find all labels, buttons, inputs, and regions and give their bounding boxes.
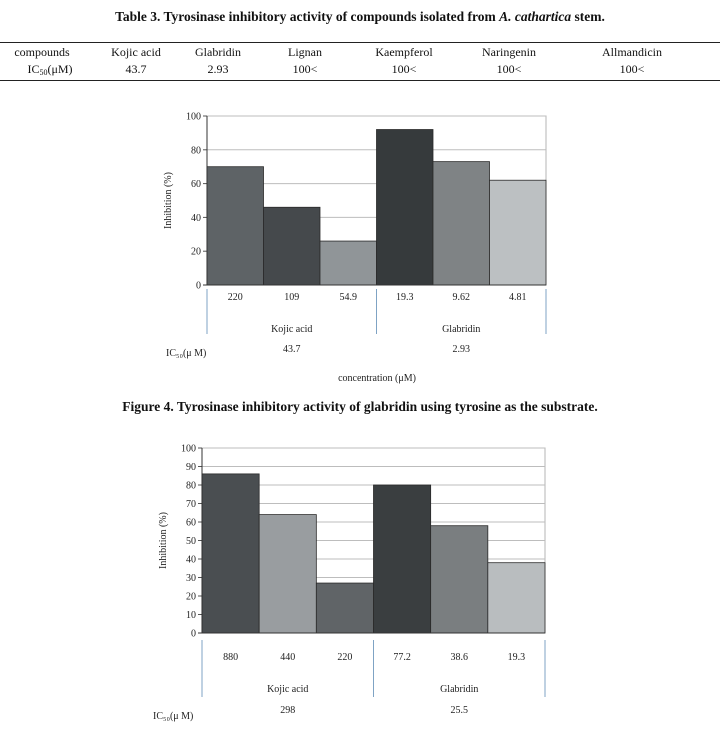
bar-109 — [263, 206, 321, 286]
x-tick-label: 19.3 — [396, 292, 414, 303]
x-tick-label: 220 — [337, 652, 352, 663]
table-val-kaempferol: 100< — [391, 62, 417, 76]
bar-77.2 — [373, 484, 432, 634]
x-tick-label: 54.9 — [340, 292, 358, 303]
group-label: Glabridin — [440, 684, 478, 695]
figure-caption: Figure 4. Tyrosinase inhibitory activity… — [122, 399, 598, 414]
y-tick-label: 80 — [191, 145, 201, 156]
group-ic50-value: 298 — [280, 705, 295, 716]
table-col-glabridin: Glabridin — [195, 45, 241, 59]
table-val-naringenin: 100< — [496, 62, 522, 76]
row-label-unit: (μM) — [47, 62, 73, 76]
bar-220 — [206, 166, 264, 286]
table-col-kaempferol: Kaempferol — [375, 45, 433, 59]
bar-19.3 — [376, 129, 434, 286]
x-tick-label: 440 — [280, 652, 295, 663]
group-label: Kojic acid — [267, 684, 308, 695]
x-tick-label: 77.2 — [393, 652, 411, 663]
y-tick-label: 100 — [186, 112, 201, 123]
y-tick-label: 40 — [191, 213, 201, 224]
bar-4.81 — [489, 179, 547, 286]
x-tick-label: 220 — [228, 292, 243, 303]
bar-880 — [201, 473, 260, 634]
y-tick-label: 20 — [191, 247, 201, 258]
group-ic50-value: 25.5 — [451, 705, 469, 716]
table-col-kojic-acid: Kojic acid — [111, 45, 161, 59]
table-val-kojic-acid: 43.7 — [125, 62, 147, 76]
group-label: Kojic acid — [271, 324, 312, 335]
table-title-text: Table 3. Tyrosinase inhibitory activity … — [115, 9, 500, 24]
group-label: Glabridin — [442, 324, 480, 335]
table-col-lignan: Lignan — [288, 45, 322, 59]
table-col-allmandicin: Allmandicin — [602, 45, 662, 59]
x-tick-label: 4.81 — [509, 292, 527, 303]
bar-220 — [315, 582, 374, 634]
table-title-suffix: stem. — [571, 9, 605, 24]
y-tick-label: 50 — [186, 536, 196, 547]
y-tick-label: 20 — [186, 592, 196, 603]
y-tick-label: 70 — [186, 499, 196, 510]
y-tick-label: 40 — [186, 555, 196, 566]
group-ic50-value: 2.93 — [453, 344, 471, 355]
y-tick-label: 100 — [181, 444, 196, 455]
x-tick-label: 9.62 — [453, 292, 471, 303]
y-tick-label: 10 — [186, 610, 196, 621]
table-header-label: compounds — [14, 45, 70, 59]
row-label-sub: 50 — [39, 68, 48, 77]
table-val-glabridin: 2.93 — [207, 62, 229, 76]
x-tick-label: 880 — [223, 652, 238, 663]
ic50-row-label: IC₅₀(μ M) — [166, 348, 206, 359]
y-tick-label: 90 — [186, 462, 196, 473]
table-title: Table 3. Tyrosinase inhibitory activity … — [0, 9, 720, 25]
chart-kojic-glabridin-a: 0 20 40 60 80 100 220 109 54.9 19.3 9.62 4.81 Kojic … — [163, 112, 547, 384]
table-bottom-rule — [0, 80, 720, 81]
y-tick-label: 30 — [186, 573, 196, 584]
bar-19.3 — [487, 562, 546, 634]
table-col-naringenin: Naringenin — [482, 45, 536, 59]
table-title-species: A. cathartica — [499, 9, 572, 24]
table-top-rule — [0, 42, 720, 43]
y-tick-label: 0 — [191, 629, 196, 640]
x-tick-label: 38.6 — [451, 652, 469, 663]
table-val-lignan: 100< — [292, 62, 318, 76]
y-tick-label: 60 — [186, 518, 196, 529]
y-tick-label: 60 — [191, 179, 201, 190]
bar-440 — [258, 514, 317, 634]
bar-38.6 — [430, 525, 489, 634]
compound-table: compounds IC50(μM) Kojic acid 43.7 Glabr… — [0, 42, 720, 82]
x-tick-label: 109 — [284, 292, 299, 303]
ic50-row-label: IC₅₀(μ M) — [153, 711, 193, 722]
table-row-label: IC50(μM) — [27, 62, 72, 77]
table-val-allmandicin: 100< — [619, 62, 645, 76]
y-tick-label: 0 — [196, 281, 201, 292]
x-axis-title: concentration (μM) — [338, 373, 416, 384]
x-tick-label: 19.3 — [508, 652, 526, 663]
y-axis-title: Inhibition (%) — [158, 512, 169, 569]
group-ic50-value: 43.7 — [283, 344, 301, 355]
row-label-base: IC — [27, 62, 40, 76]
y-tick-label: 80 — [186, 481, 196, 492]
y-axis-title: Inhibition (%) — [163, 172, 174, 229]
